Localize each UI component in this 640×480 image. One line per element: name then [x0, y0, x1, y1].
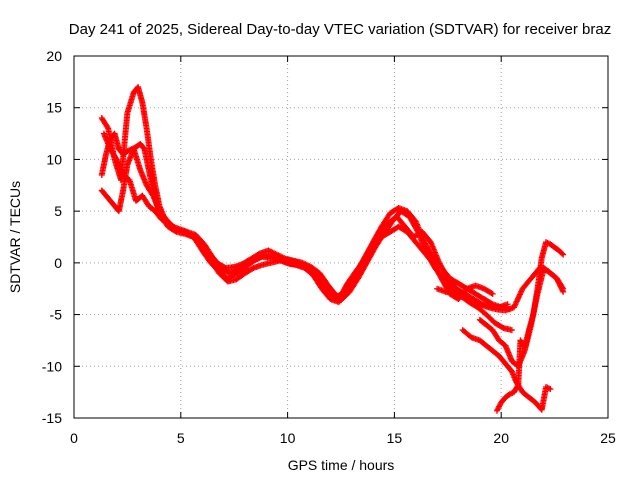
data-point-fill: [414, 227, 421, 234]
x-tick-label: 10: [280, 430, 296, 446]
y-tick-labels: -15 -10 -5 0 5 10 15 20: [42, 48, 62, 426]
data-point-fill: [559, 250, 566, 257]
data-point-fill: [488, 290, 495, 297]
data-point: [560, 251, 567, 258]
data-point-fill: [514, 383, 521, 390]
data-point-fill: [104, 124, 111, 131]
data-points: [98, 84, 567, 414]
data-point: [489, 290, 496, 297]
series-track-2: [98, 84, 511, 311]
x-tick-label: 5: [177, 430, 185, 446]
data-point: [508, 327, 515, 334]
y-tick-label: 15: [46, 100, 62, 116]
grid: [74, 56, 608, 418]
series-track-8: [434, 265, 567, 314]
x-tick-label: 15: [387, 430, 403, 446]
y-tick-label: -15: [42, 410, 62, 426]
y-tick-label: 0: [54, 255, 62, 271]
series-track-4: [100, 130, 515, 334]
series-track-5: [459, 327, 554, 413]
x-tick-label: 0: [70, 430, 78, 446]
data-point: [504, 301, 511, 308]
series-track-3: [98, 146, 496, 303]
x-axis-label: GPS time / hours: [288, 457, 395, 473]
y-tick-label: 5: [54, 203, 62, 219]
x-tick-label: 25: [600, 430, 616, 446]
y-tick-label: -10: [42, 358, 62, 374]
chart-title: Day 241 of 2025, Sidereal Day-to-day VTE…: [69, 21, 611, 38]
y-axis-label: SDTVAR / TECUs: [7, 181, 23, 293]
axis-ticks: [73, 55, 609, 419]
data-point: [560, 285, 567, 292]
data-point-fill: [559, 284, 566, 291]
data-point: [547, 386, 554, 393]
y-tick-label: -5: [50, 307, 63, 323]
plot-area-border: [73, 55, 609, 419]
x-tick-label: 20: [493, 430, 509, 446]
y-tick-label: 20: [46, 48, 62, 64]
x-tick-labels: 0 5 10 15 20 25: [70, 430, 616, 446]
y-tick-label: 10: [46, 151, 62, 167]
